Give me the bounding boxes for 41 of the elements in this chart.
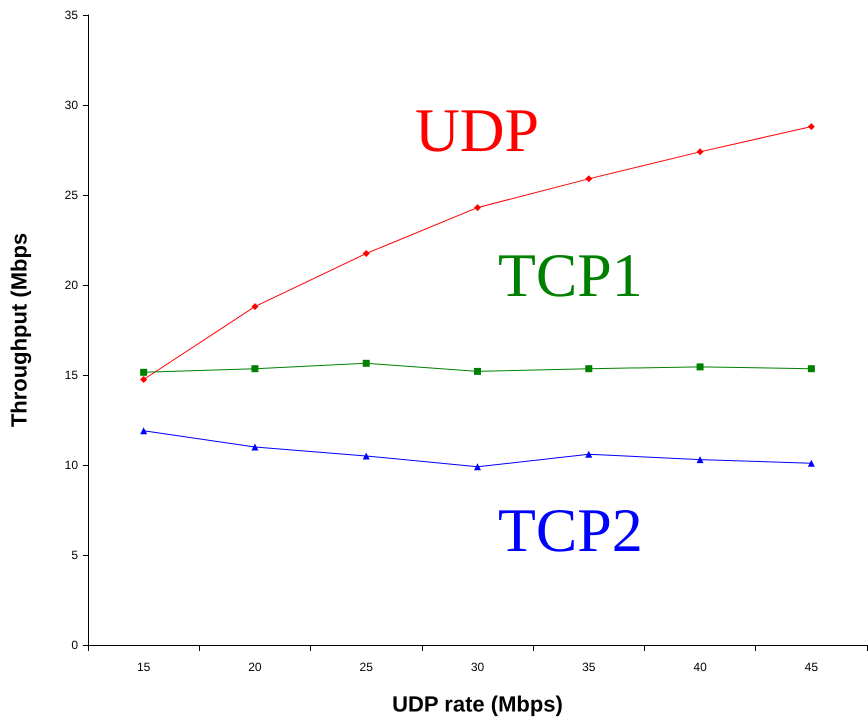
point	[474, 204, 481, 212]
point	[251, 365, 258, 372]
y-tick-label: 20	[64, 278, 78, 292]
series-label: TCP1	[498, 242, 643, 310]
point	[362, 452, 370, 460]
x-tick-label: 15	[136, 660, 151, 674]
y-tick-label: 35	[64, 8, 78, 22]
point	[808, 365, 815, 372]
y-tick-label: 10	[64, 458, 78, 472]
x-tick-label: 35	[582, 660, 596, 674]
y-tick-label: 5	[71, 548, 78, 562]
series-label: TCP2	[498, 497, 643, 565]
y-tick-label: 15	[64, 368, 78, 382]
point	[585, 365, 592, 372]
point	[474, 368, 481, 375]
x-tick-label: 20	[248, 660, 262, 674]
point	[585, 175, 592, 182]
x-tick-label: 25	[360, 660, 374, 674]
y-tick-label: 30	[64, 98, 78, 112]
point	[140, 376, 148, 383]
point	[251, 444, 258, 450]
point	[362, 360, 370, 367]
x-tick-label: 30	[470, 660, 484, 674]
point	[696, 363, 704, 370]
y-tick-label: 0	[71, 638, 78, 652]
point	[362, 250, 370, 257]
point	[140, 427, 148, 434]
series-label: UDP	[415, 97, 540, 165]
x-axis-title: UDP rate (Mbps)	[392, 692, 563, 716]
y-axis-title: Throughput (Mbps	[6, 232, 32, 428]
y-tick-label: 25	[64, 188, 78, 202]
x-tick-label: 40	[693, 660, 708, 674]
point	[808, 460, 815, 467]
point	[696, 456, 704, 464]
point	[474, 463, 481, 470]
x-tick-label: 45	[804, 660, 818, 674]
point	[808, 123, 815, 130]
point	[251, 303, 258, 310]
point	[140, 368, 148, 376]
point	[696, 148, 704, 156]
point	[585, 450, 592, 458]
